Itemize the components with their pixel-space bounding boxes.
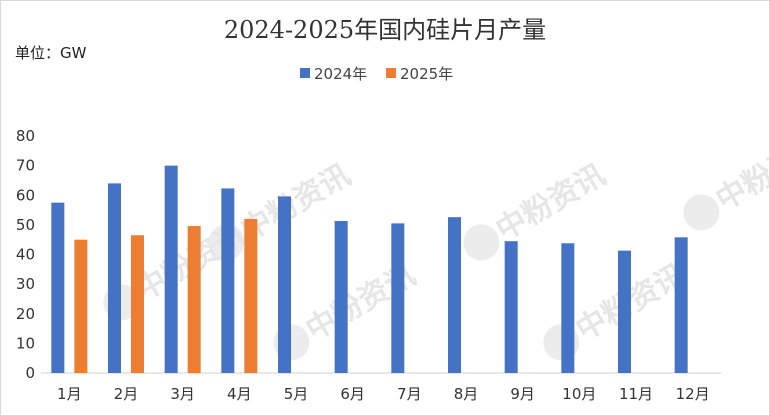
x-tick-label: 10月 bbox=[562, 385, 596, 403]
unit-label: 单位：GW bbox=[15, 44, 87, 62]
y-tick-label: 20 bbox=[16, 305, 35, 323]
x-tick-label: 12月 bbox=[676, 385, 710, 403]
y-tick-label: 60 bbox=[16, 186, 35, 204]
y-tick-label: 80 bbox=[16, 127, 35, 145]
bar-series-1 bbox=[448, 217, 461, 373]
y-tick-label: 10 bbox=[16, 334, 35, 352]
y-axis-ticks: 0 10 20 30 40 50 60 70 80 bbox=[16, 127, 35, 382]
watermark: 中粉资讯 bbox=[463, 158, 612, 261]
legend-label: 2025年 bbox=[400, 65, 453, 83]
bar-series-1 bbox=[278, 196, 291, 373]
legend-swatch bbox=[300, 68, 310, 78]
x-tick-label: 2月 bbox=[114, 385, 139, 403]
bar-series-1 bbox=[334, 221, 348, 373]
legend: 2024年 2025年 bbox=[300, 65, 453, 83]
y-tick-label: 40 bbox=[16, 246, 35, 264]
x-tick-label: 6月 bbox=[340, 385, 365, 403]
bar-series-2 bbox=[244, 218, 258, 373]
chart-title: 2024-2025年国内硅片月产量 bbox=[224, 16, 546, 44]
y-tick-label: 0 bbox=[25, 364, 35, 382]
bar-series-1 bbox=[561, 243, 575, 373]
bar-series-1 bbox=[391, 223, 405, 373]
watermark-logo-icon bbox=[683, 194, 720, 231]
bar-series-1 bbox=[164, 165, 178, 373]
bar-series-1 bbox=[51, 202, 65, 373]
legend-swatch bbox=[386, 68, 396, 78]
x-tick-label: 3月 bbox=[170, 385, 195, 403]
watermark-logo-icon bbox=[463, 224, 500, 261]
bars bbox=[51, 165, 688, 373]
bar-series-1 bbox=[674, 237, 688, 373]
bar-series-1 bbox=[221, 188, 235, 373]
x-tick-label: 8月 bbox=[454, 385, 479, 403]
x-tick-label: 9月 bbox=[510, 385, 535, 403]
bar-series-2 bbox=[74, 239, 88, 373]
bar-series-1 bbox=[108, 183, 121, 373]
watermark: 中粉资讯 bbox=[543, 258, 692, 361]
bar-series-2 bbox=[187, 226, 201, 373]
y-tick-label: 30 bbox=[16, 275, 35, 293]
x-tick-label: 1月 bbox=[57, 385, 82, 403]
watermark: 中粉资讯 bbox=[683, 128, 769, 231]
watermark-text: 中粉资讯 bbox=[710, 128, 769, 218]
y-tick-label: 70 bbox=[16, 157, 35, 175]
x-tick-label: 4月 bbox=[227, 385, 252, 403]
legend-label: 2024年 bbox=[314, 65, 367, 83]
bar-series-2 bbox=[131, 235, 144, 373]
x-tick-label: 11月 bbox=[619, 385, 653, 403]
bar-series-1 bbox=[504, 241, 518, 373]
watermark-text: 中粉资讯 bbox=[490, 158, 611, 248]
bar-series-1 bbox=[618, 250, 631, 373]
x-axis-ticks: 1月 2月 3月 4月 5月 6月 7月 8月 9月 10月 11月 12月 bbox=[57, 385, 710, 403]
y-tick-label: 50 bbox=[16, 216, 35, 234]
x-tick-label: 5月 bbox=[284, 385, 309, 403]
x-tick-label: 7月 bbox=[397, 385, 422, 403]
